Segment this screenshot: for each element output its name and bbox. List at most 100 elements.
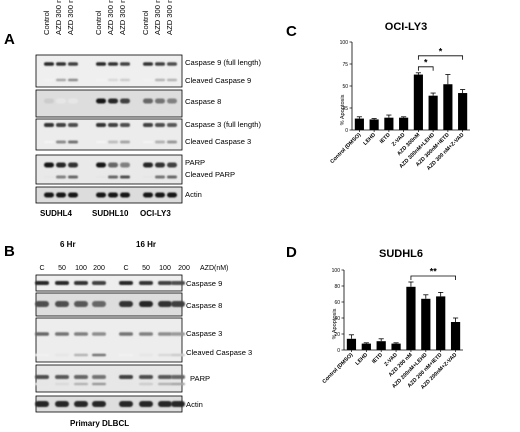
blot-band [35, 301, 49, 307]
bar [421, 298, 431, 350]
blot-band [68, 123, 78, 127]
blot-band [35, 332, 49, 336]
dose-label: 100 [75, 265, 87, 272]
blot-band [96, 98, 106, 104]
blot-band [44, 175, 54, 179]
blot-band [108, 140, 118, 144]
blot-band [44, 140, 54, 144]
blot-caspase-9 [35, 54, 183, 88]
blot-band [143, 78, 153, 82]
blot-band [155, 162, 165, 168]
blot-band [55, 353, 69, 357]
blot-band [119, 375, 133, 379]
band-label: Cleaved PARP [185, 170, 235, 179]
blot-band [96, 140, 106, 144]
dose-label: C [123, 265, 128, 272]
blot-band [68, 78, 78, 82]
blot-band [68, 98, 78, 104]
blot-band [139, 375, 153, 379]
sample-label: Primary DLBCL [70, 419, 129, 428]
panel-a-lane-labels: Control AZD 300 nM AZD 300 nM Control AZ… [42, 0, 174, 35]
blot-band [56, 162, 66, 168]
blot-band [171, 401, 185, 407]
band-label: PARP [190, 374, 210, 383]
blot-band [155, 140, 165, 144]
blot-band [143, 62, 153, 66]
blot-band [56, 62, 66, 66]
blot-band [167, 175, 177, 179]
blot-band [120, 162, 130, 168]
blot-band [155, 175, 165, 179]
dose-unit-label: AZD(nM) [200, 265, 228, 272]
blot-band [119, 281, 133, 285]
blot-band [119, 401, 133, 407]
panel-letter-a: A [4, 31, 15, 48]
y-tick-label: 40 [334, 316, 340, 322]
blot-band [158, 353, 172, 357]
dose-label: 200 [178, 265, 190, 272]
y-tick-label: 60 [334, 300, 340, 306]
blot-band [171, 281, 185, 285]
bar [428, 95, 438, 130]
dose-label: 50 [142, 265, 150, 272]
blot-band [120, 123, 130, 127]
blot-band [119, 353, 133, 357]
blot-band [92, 382, 106, 386]
blot-band [108, 175, 118, 179]
blot-band [74, 375, 88, 379]
bar [384, 117, 394, 130]
bar [391, 343, 401, 350]
significance-label: * [439, 46, 443, 56]
category-label: IETD [371, 352, 384, 365]
blot-caspase-3 [35, 317, 183, 363]
bar [354, 118, 364, 130]
y-tick-label: 50 [342, 84, 348, 90]
y-tick-label: 25 [342, 106, 348, 112]
blot-band [44, 123, 54, 127]
blot-band [139, 281, 153, 285]
blot-band [92, 301, 106, 307]
dose-label: 200 [93, 265, 105, 272]
panel-letter-b: B [4, 243, 15, 260]
blot-band [120, 175, 130, 179]
blot-band [44, 162, 54, 168]
blot-band [92, 401, 106, 407]
blot-band [68, 62, 78, 66]
blot-band [120, 192, 130, 198]
blot-band [74, 301, 88, 307]
blot-band [143, 192, 153, 198]
band-label: Cleaved Caspase 3 [185, 137, 251, 146]
blot-band [74, 353, 88, 357]
y-tick-label: 80 [334, 284, 340, 290]
band-label: Caspase 9 [186, 279, 222, 288]
blot-band [171, 382, 185, 386]
blot-band [68, 175, 78, 179]
blot-band [35, 353, 49, 357]
lane-label: AZD 300 nM [165, 0, 174, 35]
blot-band [155, 98, 165, 104]
blot-band [44, 98, 54, 104]
blot-band [55, 401, 69, 407]
blot-band [68, 162, 78, 168]
blot-band [139, 353, 153, 357]
y-tick-label: 20 [334, 332, 340, 338]
lane-label: AZD 300 nM [106, 0, 115, 35]
blot-band [92, 353, 106, 357]
lane-label: Control [94, 10, 103, 35]
blot-band [158, 332, 172, 336]
y-tick-label: 100 [332, 268, 341, 274]
panel-b-blots [35, 274, 185, 413]
lane-label: Control [141, 10, 150, 35]
y-tick-label: 0 [345, 128, 348, 134]
significance-bracket [410, 275, 456, 280]
blot-band [139, 401, 153, 407]
blot-band [143, 175, 153, 179]
significance-label: * [424, 57, 428, 67]
blot-band [120, 98, 130, 104]
band-label: Actin [185, 190, 202, 199]
blot-band [143, 162, 153, 168]
bar [458, 93, 468, 130]
